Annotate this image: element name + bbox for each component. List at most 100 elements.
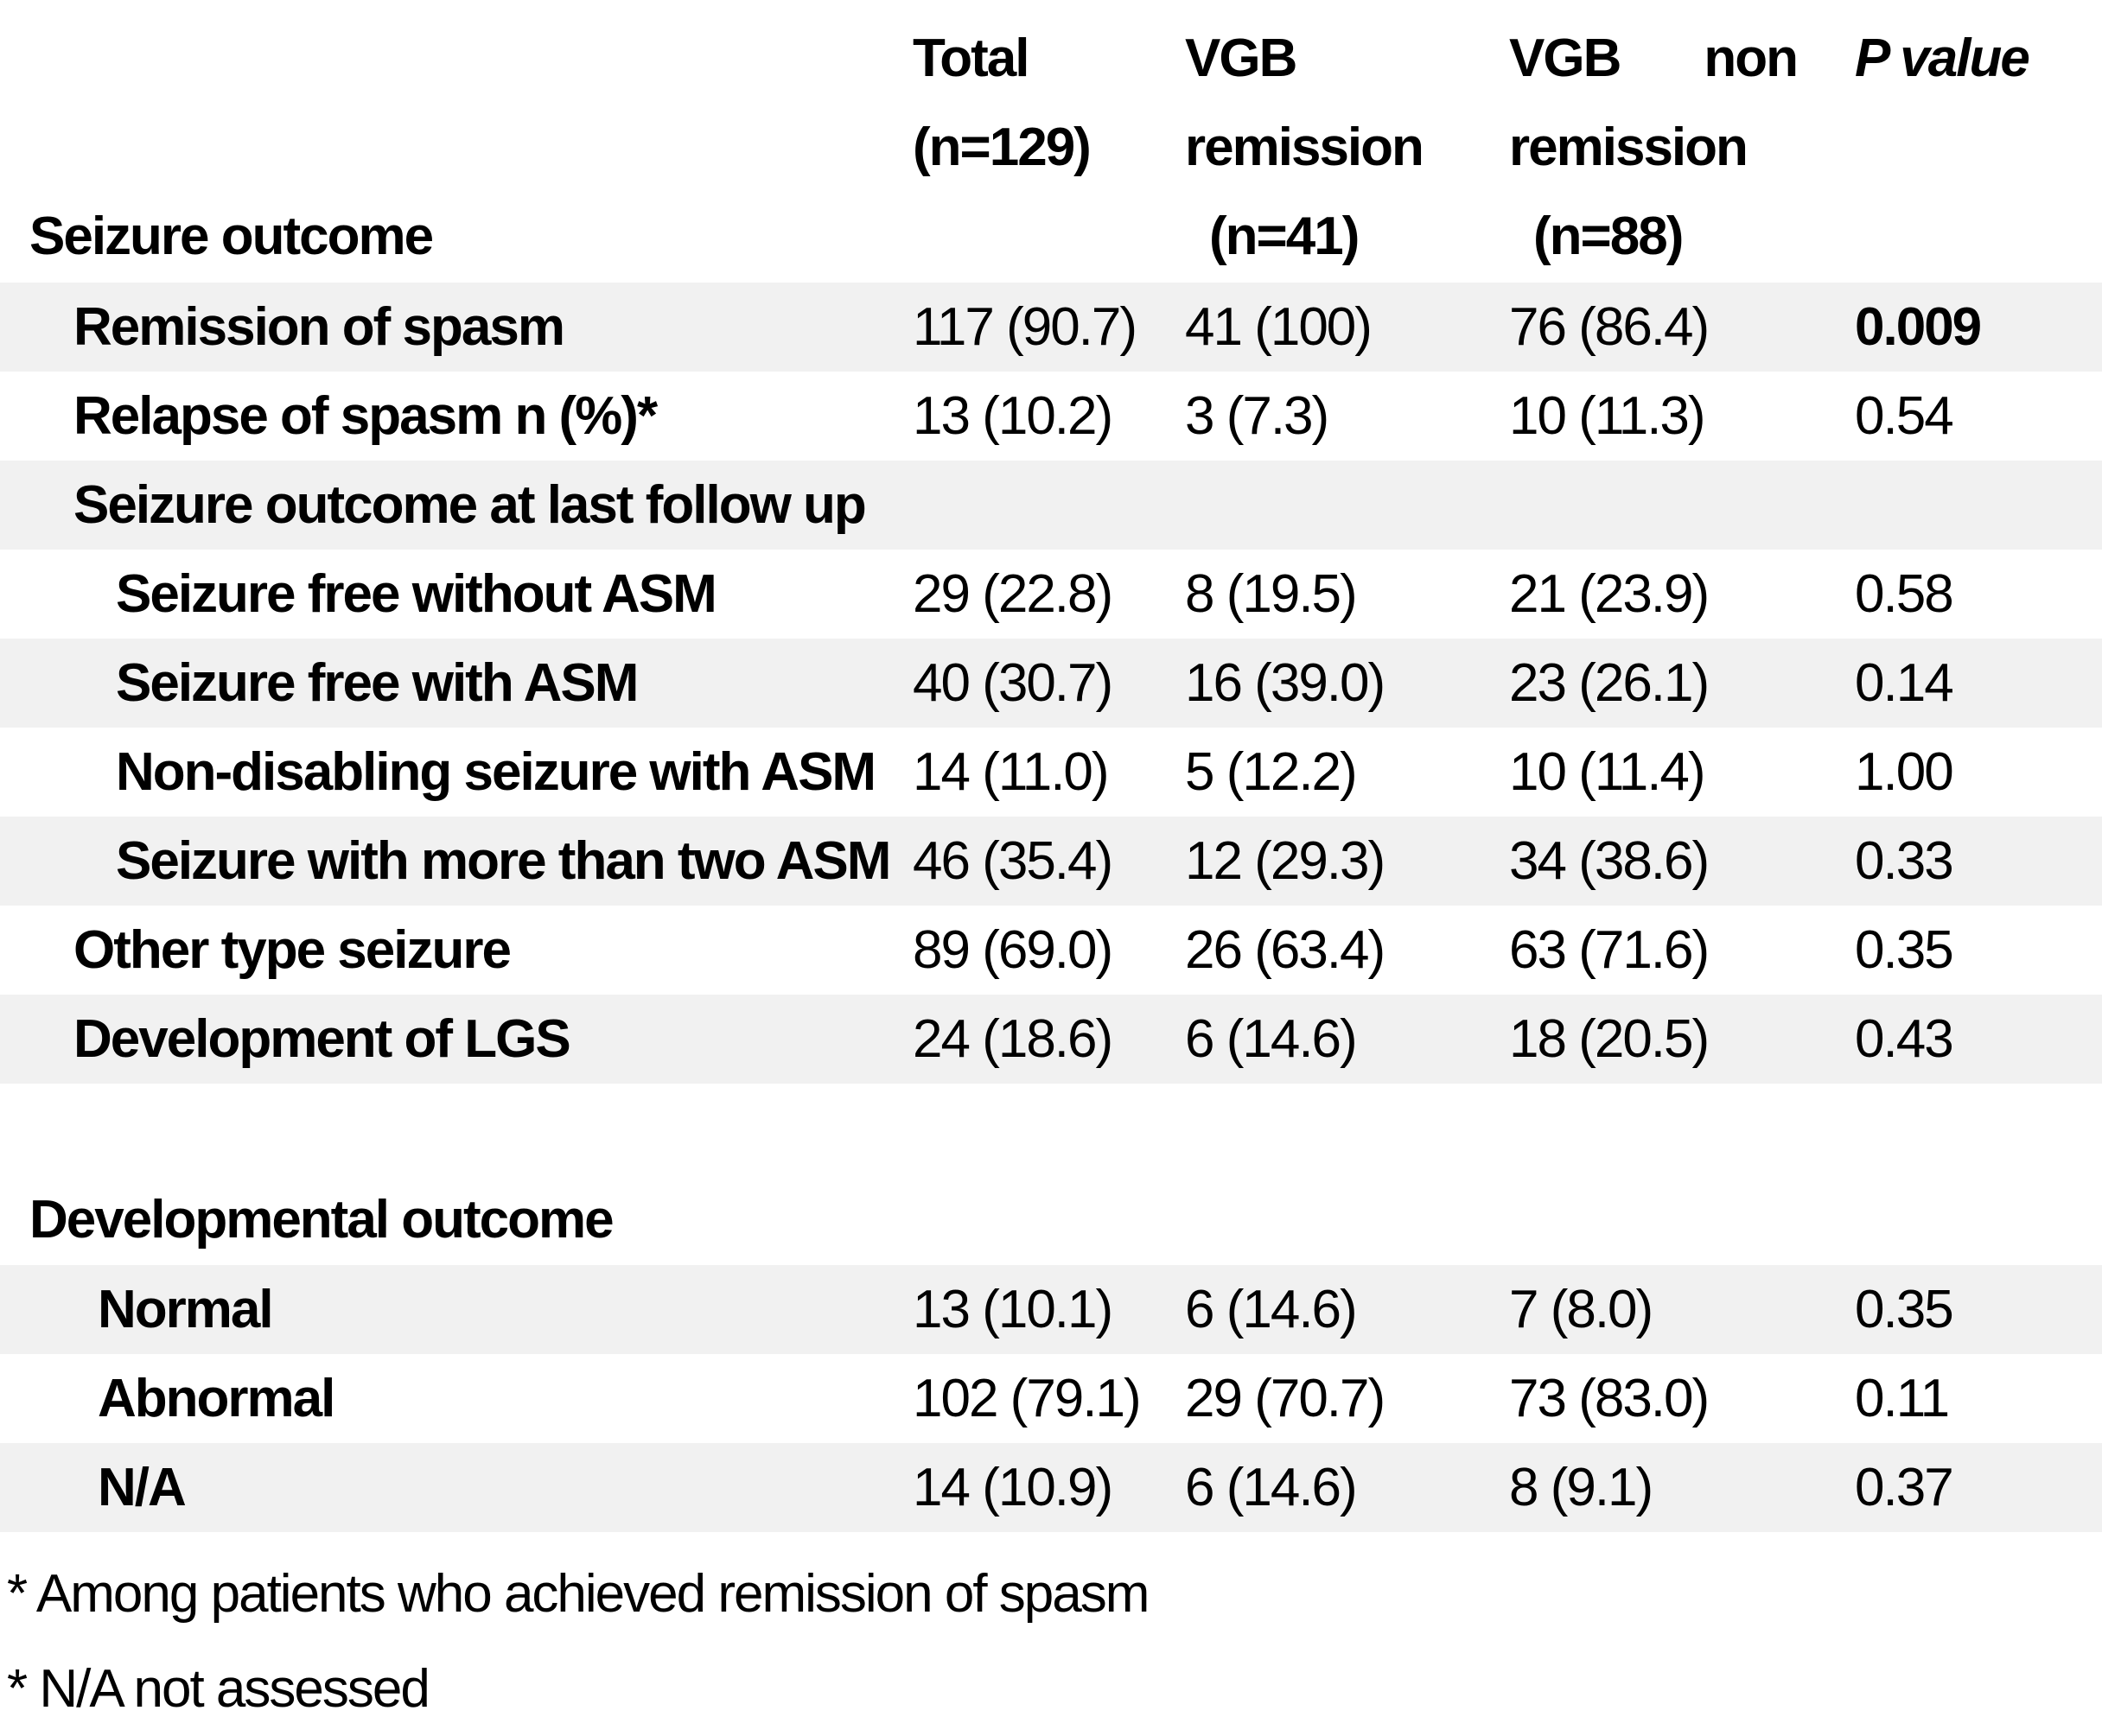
row-label: Development of LGS [73, 1009, 571, 1069]
row-label: Non-disabling seizure with ASM [116, 742, 876, 802]
row-label-cell: Normal [0, 1279, 899, 1340]
row-label-cell: N/A [0, 1457, 899, 1518]
vgb-non-remission-header-line2: remission [1495, 103, 1841, 192]
vgb-non-remission-label-2: remission [1509, 118, 1748, 177]
cell-total: 117 (90.7) [913, 297, 1137, 357]
column-header-p-value: P value [1841, 14, 2102, 283]
footnotes: * Among patients who achieved remission … [0, 1532, 2102, 1736]
table-row: Relapse of spasm n (%)* 13 (10.2) 3 (7.3… [0, 372, 2102, 461]
cell-vgb-non-remission: 8 (9.1) [1509, 1458, 1653, 1517]
total-label: Total [913, 29, 1029, 88]
row-label: Seizure with more than two ASM [116, 831, 891, 891]
table-row: Seizure free without ASM 29 (22.8) 8 (19… [0, 550, 2102, 639]
table-row: Non-disabling seizure with ASM 14 (11.0)… [0, 728, 2102, 817]
cell-vgb-non-remission: 18 (20.5) [1509, 1009, 1710, 1069]
row-label: Normal [98, 1280, 274, 1339]
row-label: Other type seizure [73, 920, 512, 980]
vgb-non-remission-label-1b: non [1704, 29, 1799, 88]
cell-p-value: 0.35 [1855, 1280, 1954, 1339]
table-row: Abnormal 102 (79.1) 29 (70.7) 73 (83.0) … [0, 1354, 2102, 1443]
vgb-remission-header-line2: remission [1171, 103, 1495, 192]
row-label: Remission of spasm [73, 297, 565, 357]
table-row: N/A 14 (10.9) 6 (14.6) 8 (9.1) 0.37 [0, 1443, 2102, 1532]
cell-vgb-non-remission: 23 (26.1) [1509, 653, 1710, 713]
total-header-line1: Total [899, 14, 1171, 103]
header-line-empty [0, 103, 899, 192]
header-line-empty [899, 192, 1171, 281]
footnote-remission-text: * Among patients who achieved remission … [7, 1563, 1150, 1624]
cell-vgb-remission: 6 (14.6) [1185, 1280, 1358, 1339]
column-header-total: Total (n=129) [899, 14, 1171, 283]
row-label: Seizure free without ASM [116, 564, 717, 624]
cell-p-value: 1.00 [1855, 742, 1954, 802]
p-value-header-line: P value [1841, 14, 2102, 103]
cell-p-value: 0.11 [1855, 1369, 1950, 1428]
row-label-cell: Seizure free without ASM [0, 563, 899, 625]
cell-vgb-remission: 29 (70.7) [1185, 1369, 1385, 1428]
table-row: Seizure outcome at last follow up [0, 461, 2102, 550]
row-label-cell: Developmental outcome [0, 1189, 899, 1250]
cell-vgb-non-remission: 10 (11.4) [1509, 742, 1706, 802]
table-row: Development of LGS 24 (18.6) 6 (14.6) 18… [0, 995, 2102, 1084]
cell-p-value: 0.54 [1855, 386, 1954, 446]
spacer-row [0, 1084, 2102, 1174]
cell-p-value: 0.37 [1855, 1458, 1954, 1517]
footnote-remission: * Among patients who achieved remission … [7, 1546, 2102, 1641]
table-row: Remission of spasm 117 (90.7) 41 (100) 7… [0, 283, 2102, 372]
vgb-non-remission-label-1a: VGB [1509, 29, 1621, 88]
cell-total: 13 (10.2) [913, 386, 1113, 446]
cell-vgb-non-remission: 73 (83.0) [1509, 1369, 1710, 1428]
cell-vgb-remission: 8 (19.5) [1185, 564, 1358, 624]
column-header-vgb-non-remission: VGB non remission (n=88) [1495, 14, 1841, 283]
seizure-outcome-group-header: Seizure outcome [0, 192, 899, 281]
cell-vgb-non-remission: 63 (71.6) [1509, 920, 1710, 980]
cell-vgb-remission: 16 (39.0) [1185, 653, 1385, 713]
row-label-cell: Seizure free with ASM [0, 652, 899, 714]
cell-vgb-non-remission: 34 (38.6) [1509, 831, 1710, 891]
footnote-na: * N/A not assessed [7, 1641, 2102, 1736]
cell-vgb-remission: 6 (14.6) [1185, 1009, 1358, 1069]
cell-p-value: 0.33 [1855, 831, 1954, 891]
table-row: Other type seizure 89 (69.0) 26 (63.4) 6… [0, 906, 2102, 995]
table-body: Remission of spasm 117 (90.7) 41 (100) 7… [0, 283, 2102, 1532]
row-label: N/A [98, 1458, 187, 1517]
p-value-label: P value [1855, 29, 2030, 88]
seizure-outcome-group-label: Seizure outcome [29, 207, 434, 266]
footnote-na-text: * N/A not assessed [7, 1658, 430, 1719]
cell-vgb-remission: 12 (29.3) [1185, 831, 1385, 891]
row-label-cell: Abnormal [0, 1368, 899, 1429]
row-label: Developmental outcome [29, 1190, 615, 1250]
cell-vgb-non-remission: 76 (86.4) [1509, 297, 1710, 357]
cell-p-value: 0.58 [1855, 564, 1954, 624]
cell-total: 29 (22.8) [913, 564, 1113, 624]
row-label-cell: Seizure outcome at last follow up [0, 474, 899, 536]
cell-total: 14 (10.9) [913, 1458, 1113, 1517]
table-row: Seizure free with ASM 40 (30.7) 16 (39.0… [0, 639, 2102, 728]
table-row: Seizure with more than two ASM 46 (35.4)… [0, 817, 2102, 906]
cell-vgb-non-remission: 21 (23.9) [1509, 564, 1710, 624]
vgb-non-remission-header-line3: (n=88) [1495, 192, 1841, 281]
row-label: Seizure outcome at last follow up [73, 475, 867, 535]
column-header-vgb-remission: VGB remission (n=41) [1171, 14, 1495, 283]
row-label-cell: Seizure with more than two ASM [0, 830, 899, 892]
row-label-cell: Development of LGS [0, 1008, 899, 1070]
row-label: Seizure free with ASM [116, 653, 639, 713]
vgb-remission-label-2: remission [1185, 118, 1424, 177]
total-n-label: (n=129) [913, 118, 1092, 177]
cell-total: 89 (69.0) [913, 920, 1113, 980]
row-label-cell: Non-disabling seizure with ASM [0, 741, 899, 803]
cell-vgb-remission: 5 (12.2) [1185, 742, 1358, 802]
row-label-cell: Other type seizure [0, 919, 899, 981]
vgb-non-remission-header-line1: VGB non [1495, 14, 1799, 103]
vgb-remission-header-line3: (n=41) [1171, 192, 1495, 281]
table-row: Normal 13 (10.1) 6 (14.6) 7 (8.0) 0.35 [0, 1265, 2102, 1354]
cell-total: 46 (35.4) [913, 831, 1113, 891]
vgb-remission-n-label: (n=41) [1209, 207, 1360, 266]
cell-p-value: 0.35 [1855, 920, 1954, 980]
cell-p-value: 0.009 [1855, 297, 1982, 357]
cell-vgb-remission: 6 (14.6) [1185, 1458, 1358, 1517]
cell-vgb-remission: 3 (7.3) [1185, 386, 1329, 446]
column-header-rowlabels: Seizure outcome [0, 14, 899, 283]
vgb-non-remission-n-label: (n=88) [1533, 207, 1684, 266]
